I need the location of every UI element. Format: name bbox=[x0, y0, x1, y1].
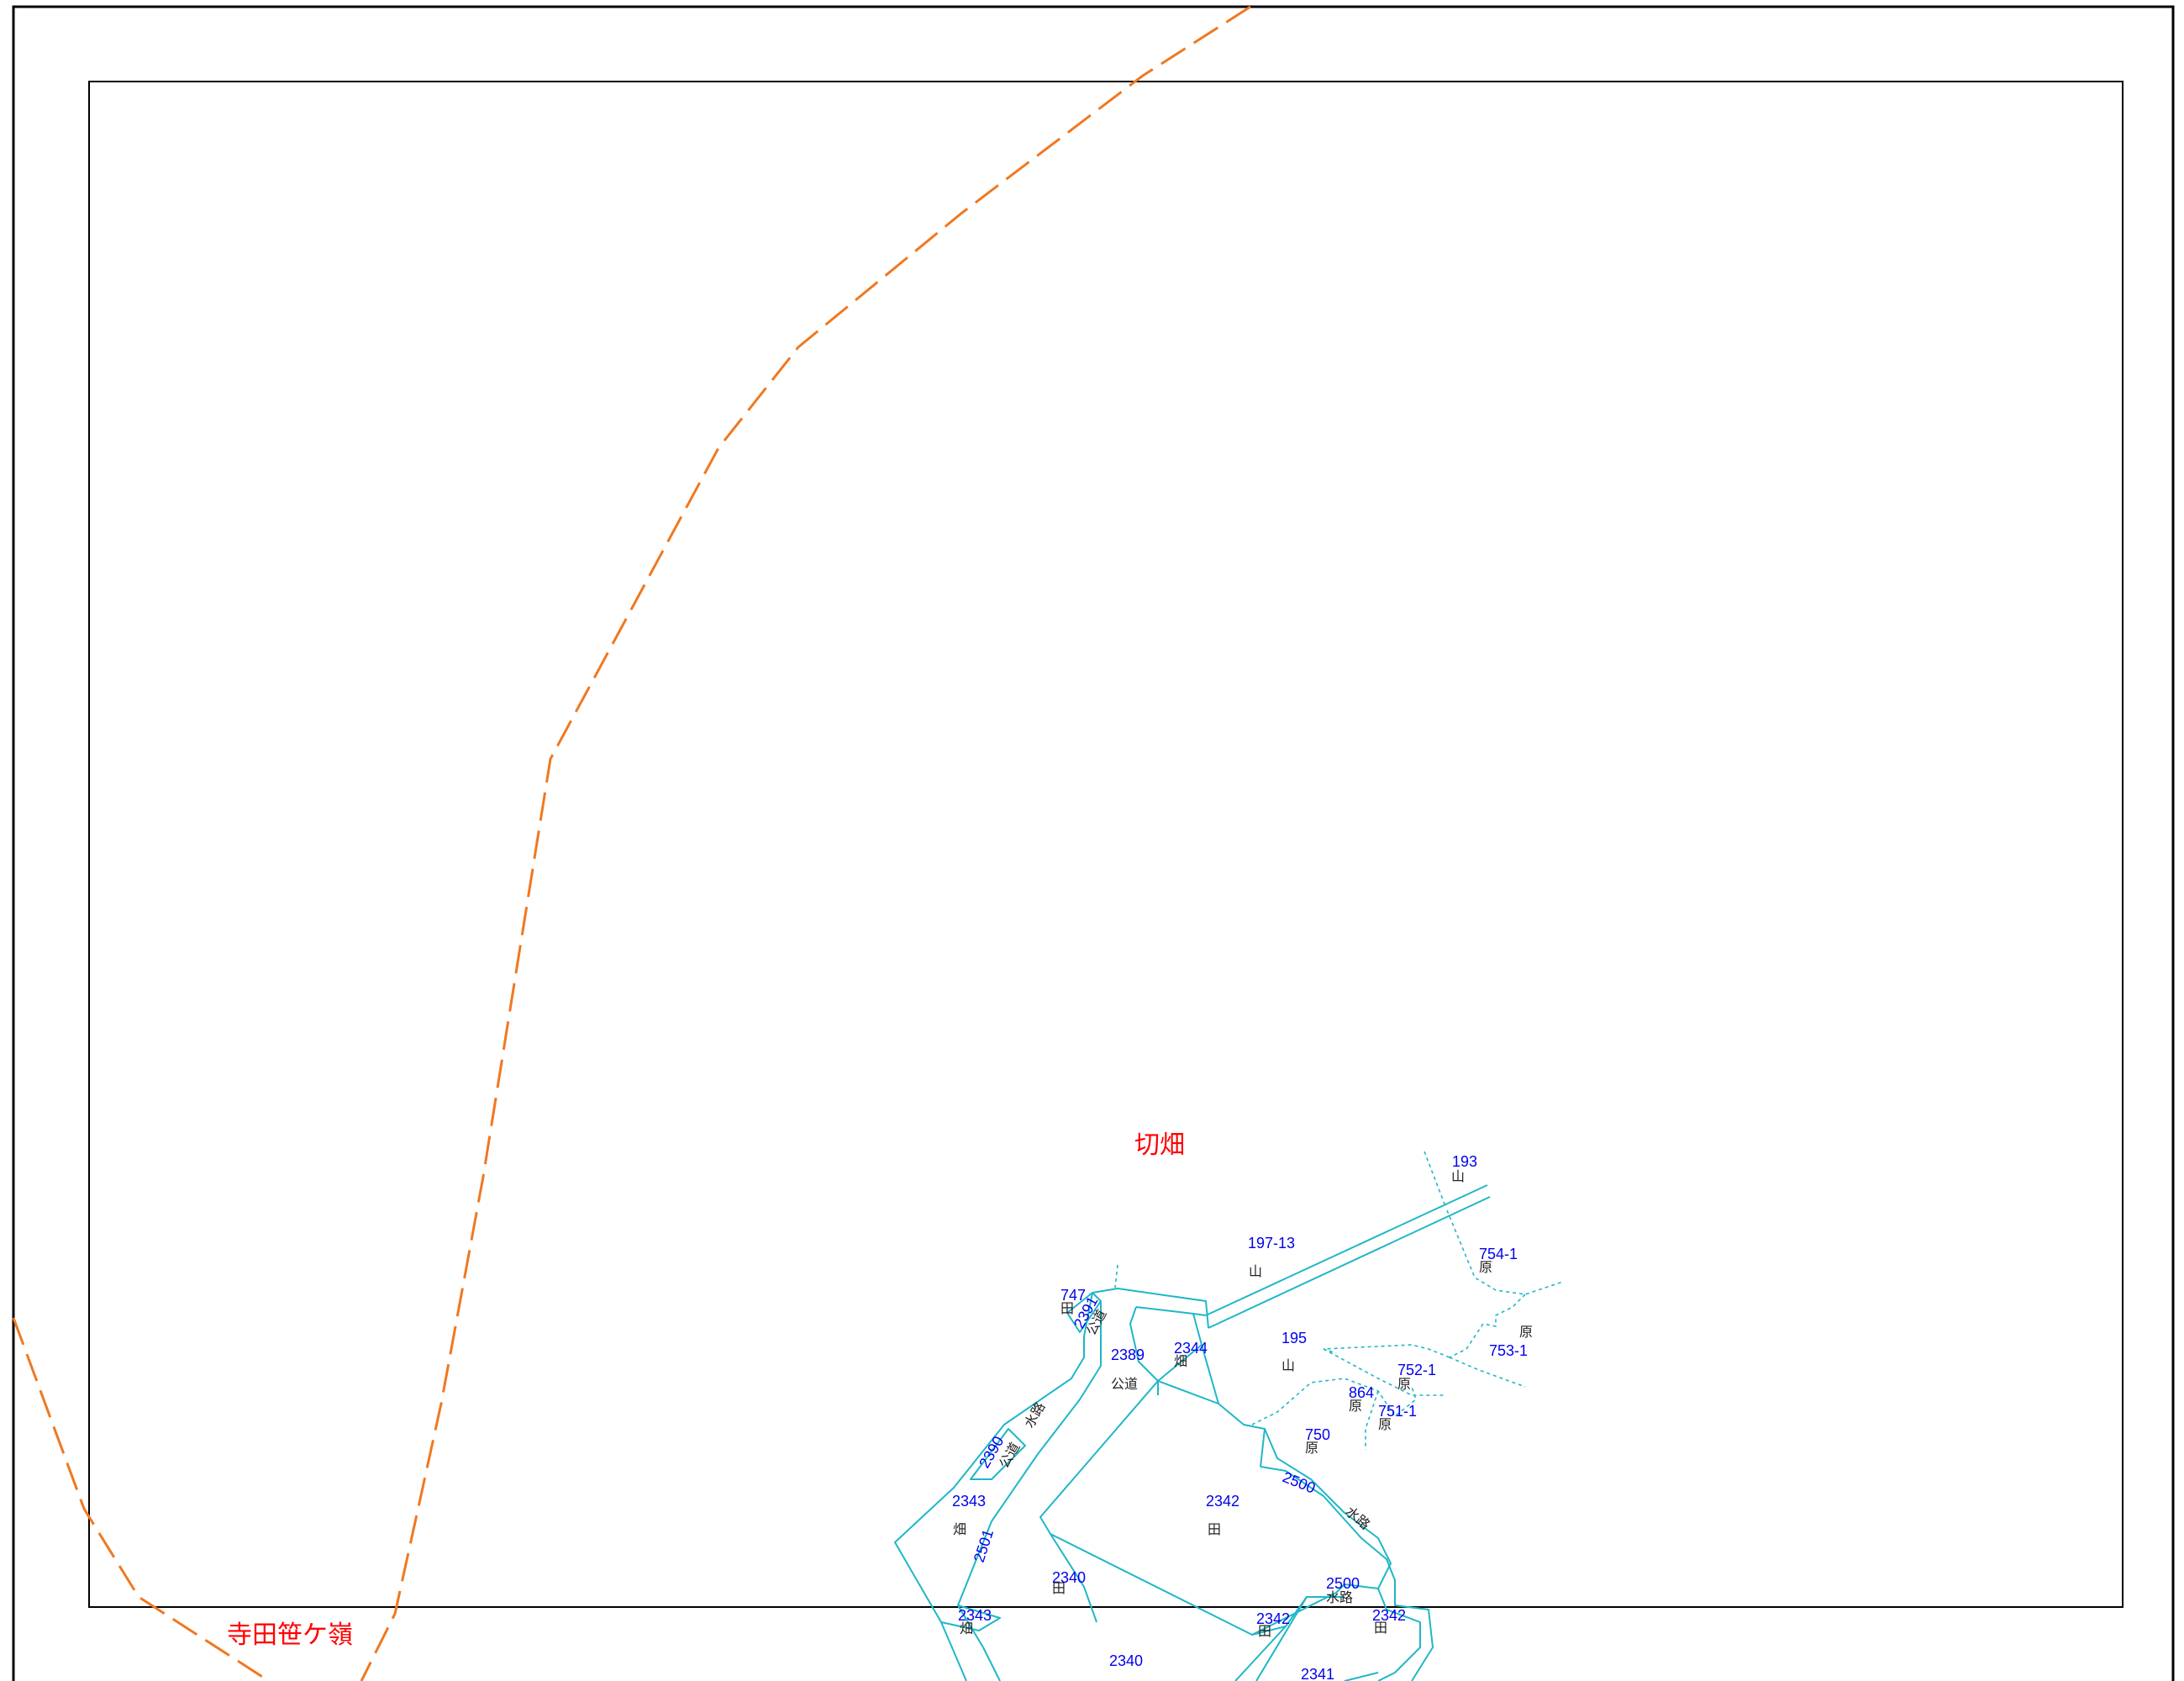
land-use-label: 水路 bbox=[1326, 1589, 1353, 1605]
district-boundary-line-left bbox=[12, 1317, 270, 1681]
land-use-label: 田 bbox=[1052, 1580, 1066, 1596]
parcel-number: 753-1 bbox=[1489, 1342, 1528, 1359]
parcel-number: 747 bbox=[1060, 1287, 1086, 1304]
land-use-label: 田 bbox=[1258, 1623, 1271, 1639]
land-use-label: 畑 bbox=[953, 1521, 966, 1537]
land-use-label: 原 bbox=[1305, 1440, 1318, 1456]
parcel-number: 864 bbox=[1349, 1384, 1374, 1401]
land-use-label: 原 bbox=[1519, 1324, 1533, 1340]
parcel-number: 2500 bbox=[1281, 1468, 1318, 1497]
dashed-parcel-lines bbox=[1114, 1151, 1564, 1450]
land-use-label: 山 bbox=[1451, 1168, 1465, 1184]
parcel-lines bbox=[894, 1184, 1491, 1681]
land-use-label: 原 bbox=[1479, 1259, 1492, 1275]
land-use-label: 田 bbox=[1060, 1300, 1074, 1316]
district-label-terada-sasagamine: 寺田笹ケ嶺 bbox=[227, 1620, 353, 1650]
parcel-number: 197-13 bbox=[1248, 1235, 1295, 1252]
parcel-number: 750 bbox=[1305, 1426, 1330, 1443]
land-use-label: 畑 bbox=[1174, 1353, 1187, 1369]
land-use-label: 水路 bbox=[1021, 1399, 1048, 1431]
district-boundary-line bbox=[360, 5, 1251, 1681]
parcel-number: 2500 bbox=[1326, 1575, 1360, 1592]
parcel-number: 751-1 bbox=[1378, 1403, 1417, 1420]
outer-frame bbox=[12, 5, 2175, 1681]
district-label-kiribatake: 切畑 bbox=[1134, 1130, 1185, 1160]
land-use-label: 田 bbox=[1374, 1620, 1387, 1636]
land-use-label: 原 bbox=[1378, 1416, 1392, 1432]
parcel-number: 2341 bbox=[1301, 1666, 1334, 1681]
land-use-label: 畑 bbox=[960, 1620, 973, 1636]
land-use-label: 山 bbox=[1249, 1263, 1262, 1279]
land-use-label: 公道 bbox=[1111, 1376, 1138, 1392]
parcel-number: 2340 bbox=[1052, 1569, 1086, 1586]
parcel-number: 2342 bbox=[1206, 1493, 1239, 1510]
parcel-number: 195 bbox=[1281, 1330, 1307, 1346]
parcel-number: 2340 bbox=[1109, 1652, 1143, 1669]
land-use-label: 田 bbox=[1208, 1521, 1221, 1537]
parcel-number: 2342 bbox=[1256, 1610, 1290, 1627]
parcel-labels: 193 山 197-13 山 754-1 原 747 田 2391 公道 238… bbox=[952, 1153, 1533, 1681]
parcel-number: 2343 bbox=[952, 1493, 986, 1510]
parcel-number: 2342 bbox=[1372, 1607, 1406, 1624]
land-use-label: 山 bbox=[1281, 1357, 1295, 1373]
land-use-label: 水路 bbox=[1342, 1504, 1373, 1533]
parcel-number: 2343 bbox=[958, 1607, 992, 1624]
parcel-number: 754-1 bbox=[1479, 1246, 1518, 1262]
map-neatline bbox=[88, 81, 2123, 1608]
parcel-number: 2344 bbox=[1174, 1340, 1208, 1357]
parcel-number: 193 bbox=[1452, 1153, 1477, 1170]
land-use-label: 原 bbox=[1349, 1398, 1362, 1414]
parcel-number: 2389 bbox=[1111, 1346, 1145, 1363]
land-use-label: 原 bbox=[1397, 1376, 1411, 1392]
parcel-number: 2501 bbox=[971, 1527, 997, 1564]
parcel-number: 752-1 bbox=[1397, 1362, 1436, 1378]
